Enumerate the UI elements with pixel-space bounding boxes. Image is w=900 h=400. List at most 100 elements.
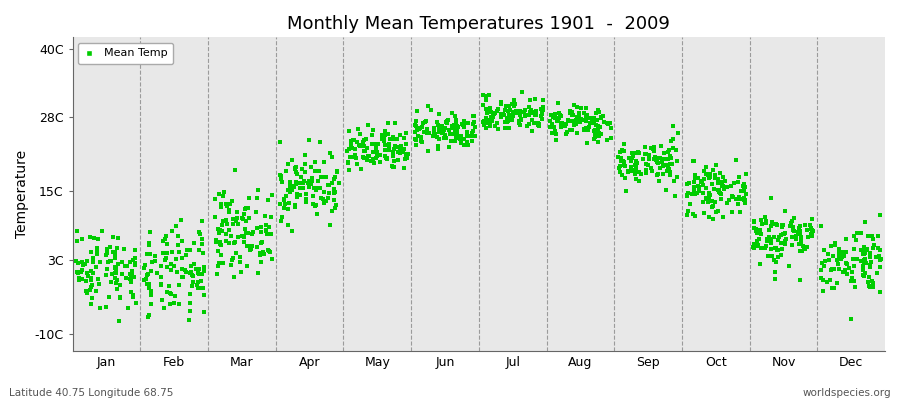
Point [567,122,581,128]
Point [765,218,779,225]
Point [769,245,783,251]
Point [99,272,113,278]
Point [574,104,589,111]
Point [177,267,192,274]
Point [330,168,345,175]
Point [691,188,706,194]
Point [100,250,114,256]
Point [827,242,842,249]
Point [774,232,788,238]
Point [215,228,230,234]
Point [547,128,562,134]
Point [312,185,327,192]
Point [356,154,371,161]
Point [581,124,596,130]
Point [399,141,413,147]
Point [185,273,200,279]
Point [70,260,85,266]
Point [708,175,723,181]
Point [212,247,226,254]
Point [666,136,680,142]
Point [764,194,778,201]
Point [356,143,371,149]
Point [814,275,828,282]
Point [79,290,94,296]
Point [700,199,715,206]
Point [656,163,670,169]
Point [426,132,440,139]
Point [739,171,753,177]
Point [662,153,677,160]
Point [815,288,830,294]
Point [479,93,493,99]
Point [566,112,580,118]
Point [628,164,643,170]
Point [214,242,229,248]
Point [460,129,474,136]
Point [778,238,793,244]
Point [301,180,315,186]
Point [457,136,472,142]
Point [332,179,347,186]
Point [614,155,628,161]
Point [224,233,238,240]
Point [621,168,635,174]
Point [634,170,648,177]
Point [367,140,382,147]
Point [445,110,459,116]
Point [625,168,639,174]
Point [488,123,502,129]
Point [239,230,254,237]
Point [617,141,632,148]
Point [797,222,812,228]
Point [601,120,616,127]
Point [482,92,496,99]
Point [359,157,374,164]
Point [765,252,779,259]
Point [295,185,310,192]
Point [219,201,233,207]
Point [388,142,402,149]
Point [237,239,251,245]
Point [304,181,319,187]
Point [793,222,807,229]
Point [578,117,592,124]
Point [660,168,674,175]
Point [711,187,725,194]
Point [421,147,436,154]
Point [380,156,394,162]
Point [527,96,542,102]
Point [785,234,799,241]
Point [241,214,256,221]
Point [687,184,701,191]
Point [860,246,875,252]
Point [259,227,274,234]
Point [236,232,250,239]
Point [569,117,583,123]
Point [803,222,817,228]
Point [277,196,292,203]
Point [794,234,808,240]
Point [593,124,608,130]
Title: Monthly Mean Temperatures 1901  -  2009: Monthly Mean Temperatures 1901 - 2009 [287,15,670,33]
Point [524,106,538,113]
Point [261,247,275,253]
Point [351,125,365,132]
Point [157,305,171,312]
Point [197,309,211,316]
Point [230,215,244,221]
Point [870,244,885,251]
Point [377,142,392,148]
Point [514,117,528,124]
Point [796,246,811,252]
Point [736,188,751,194]
Point [186,261,201,267]
Point [479,106,493,113]
Point [117,263,131,270]
Point [535,110,549,116]
Point [115,259,130,265]
Point [644,168,659,174]
Point [430,121,445,128]
Point [325,179,339,186]
Point [594,131,608,138]
